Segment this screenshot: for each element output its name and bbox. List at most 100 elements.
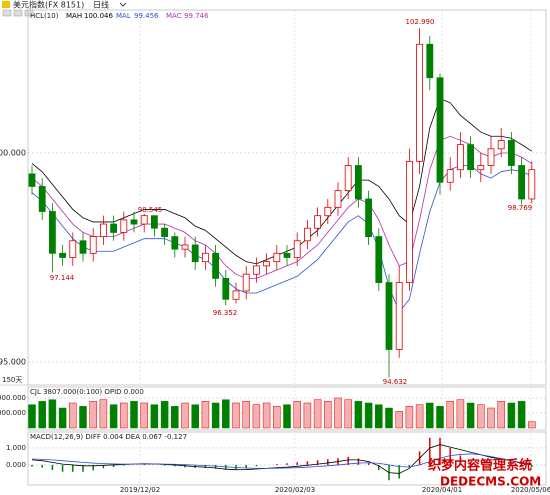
- price-annotation: 97.144: [50, 274, 75, 282]
- volume-bar: [58, 407, 67, 429]
- candle-body: [120, 219, 128, 233]
- price-annotation: 98.769: [508, 204, 533, 212]
- volume-bar: [48, 399, 57, 429]
- candle-body: [365, 198, 373, 237]
- volume-bar: [313, 399, 322, 429]
- price-annotation: 94.632: [383, 378, 408, 386]
- candle-body: [212, 252, 220, 279]
- y-tick-label: 18000.000: [0, 394, 26, 402]
- volume-bar: [507, 402, 516, 429]
- candle-body: [324, 206, 332, 217]
- volume-bar: [466, 402, 475, 429]
- candle-body: [467, 144, 475, 171]
- price-annotation: 98.545: [138, 206, 163, 214]
- band-line: [31, 98, 533, 265]
- period-selector[interactable]: 日线: [93, 0, 109, 10]
- candle-body: [150, 215, 158, 229]
- volume-bar: [171, 406, 179, 429]
- legend-value: 99.746: [184, 12, 209, 20]
- macd-panel: [27, 431, 547, 486]
- candle-body: [354, 165, 362, 200]
- indicator-name: HCL(10): [30, 12, 59, 20]
- volume-bar: [201, 401, 210, 429]
- volume-bar: [232, 402, 240, 429]
- candle-body: [426, 43, 434, 79]
- legend-label: MAL: [116, 12, 131, 20]
- volume-bar: [69, 402, 77, 429]
- candle-body: [242, 273, 250, 292]
- y-tick-label: 100.000: [0, 148, 26, 157]
- tool-button[interactable]: [2, 9, 12, 17]
- volume-bar: [130, 401, 138, 429]
- tool-button[interactable]: [13, 9, 23, 17]
- volume-bar: [344, 399, 352, 429]
- legend-label: MAC: [166, 12, 182, 20]
- toolbar: [2, 9, 34, 17]
- volume-bar: [354, 401, 363, 429]
- candle-body: [497, 140, 505, 150]
- diff-line: [31, 444, 532, 474]
- volume-bar: [262, 402, 271, 429]
- volume-bar: [191, 404, 199, 429]
- range-label: 150天: [2, 376, 22, 384]
- candle-body: [487, 148, 495, 166]
- volume-bar: [293, 401, 301, 429]
- volume-bar: [456, 399, 465, 429]
- candle-body: [456, 144, 464, 171]
- candle-body: [293, 240, 301, 258]
- candle-body: [171, 236, 179, 250]
- volume-bar: [303, 402, 312, 429]
- watermark-url: DEDECMS.COM: [440, 475, 541, 489]
- x-tick-label: 2020/02/03: [275, 486, 315, 494]
- instrument-title[interactable]: 美元指数(FX 8151): [13, 0, 84, 10]
- volume-bar: [415, 404, 424, 429]
- candle-body: [273, 252, 281, 263]
- macd-legend: MACD(12,26,9) DIFF 0.004 DEA 0.067 -0.12…: [30, 433, 187, 441]
- volume-bar: [79, 406, 87, 429]
- candle-body: [232, 290, 240, 300]
- volume-panel: [27, 386, 547, 431]
- candle-body: [416, 43, 424, 162]
- candle-body: [59, 252, 66, 258]
- x-tick-label: 2020/05/06: [511, 486, 550, 494]
- volume-bar: [334, 397, 342, 429]
- candle-body: [528, 169, 536, 200]
- volume-legend: CJL 3807.000(0:100) OPID 0.000: [30, 388, 144, 396]
- candle-body: [100, 223, 107, 237]
- candle-body: [314, 215, 322, 229]
- candle-body: [110, 223, 117, 233]
- volume-bar: [497, 401, 505, 429]
- volume-bar: [375, 404, 383, 429]
- candle-body: [477, 165, 485, 171]
- y-tick-label: 0.000: [6, 461, 26, 469]
- volume-bar: [446, 401, 454, 429]
- candle-body: [507, 140, 515, 166]
- legend-label: MAH: [66, 12, 82, 20]
- candle-body: [130, 219, 138, 225]
- price-panel: [27, 9, 547, 386]
- candle-body: [49, 211, 56, 254]
- candle-body: [518, 165, 525, 200]
- band-line: [31, 135, 533, 279]
- volume-bar: [405, 406, 414, 429]
- candle-body: [161, 227, 169, 237]
- volume-bar: [28, 404, 36, 429]
- legend-value: 99.456: [134, 12, 159, 20]
- candle-body: [69, 240, 77, 258]
- candle-body: [436, 77, 444, 183]
- candle-body: [385, 282, 393, 350]
- candle-body: [446, 169, 454, 183]
- volume-bar: [160, 401, 169, 429]
- app-icon: [2, 1, 10, 8]
- volume-bar: [89, 401, 97, 429]
- dropdown-arrow[interactable]: [119, 2, 127, 7]
- candle-body: [201, 252, 209, 263]
- volume-bar: [181, 402, 189, 429]
- volume-bar: [395, 411, 403, 429]
- volume-bar: [283, 404, 291, 429]
- volume-bar: [477, 404, 485, 429]
- volume-bar: [324, 401, 332, 429]
- candle-body: [283, 252, 291, 258]
- candle-body: [79, 240, 87, 254]
- candle-body: [191, 244, 199, 263]
